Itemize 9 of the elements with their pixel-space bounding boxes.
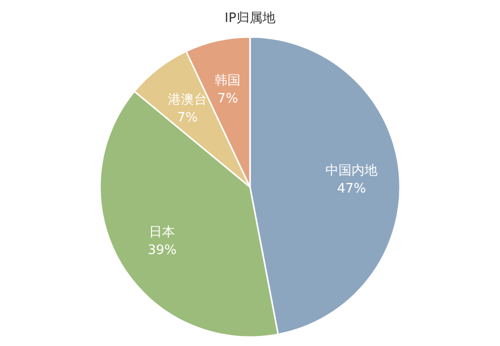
data-label: 47%	[337, 181, 366, 196]
data-label: 7%	[177, 110, 198, 126]
chart-title: IP归属地	[224, 11, 276, 26]
slice-label: 日本	[149, 224, 176, 240]
slice-label: 韩国	[214, 73, 241, 88]
data-label: 39%	[148, 242, 177, 258]
data-label: 7%	[217, 91, 238, 106]
slice-label: 港澳台	[168, 92, 207, 108]
slice-label: 中国内地	[326, 163, 378, 178]
